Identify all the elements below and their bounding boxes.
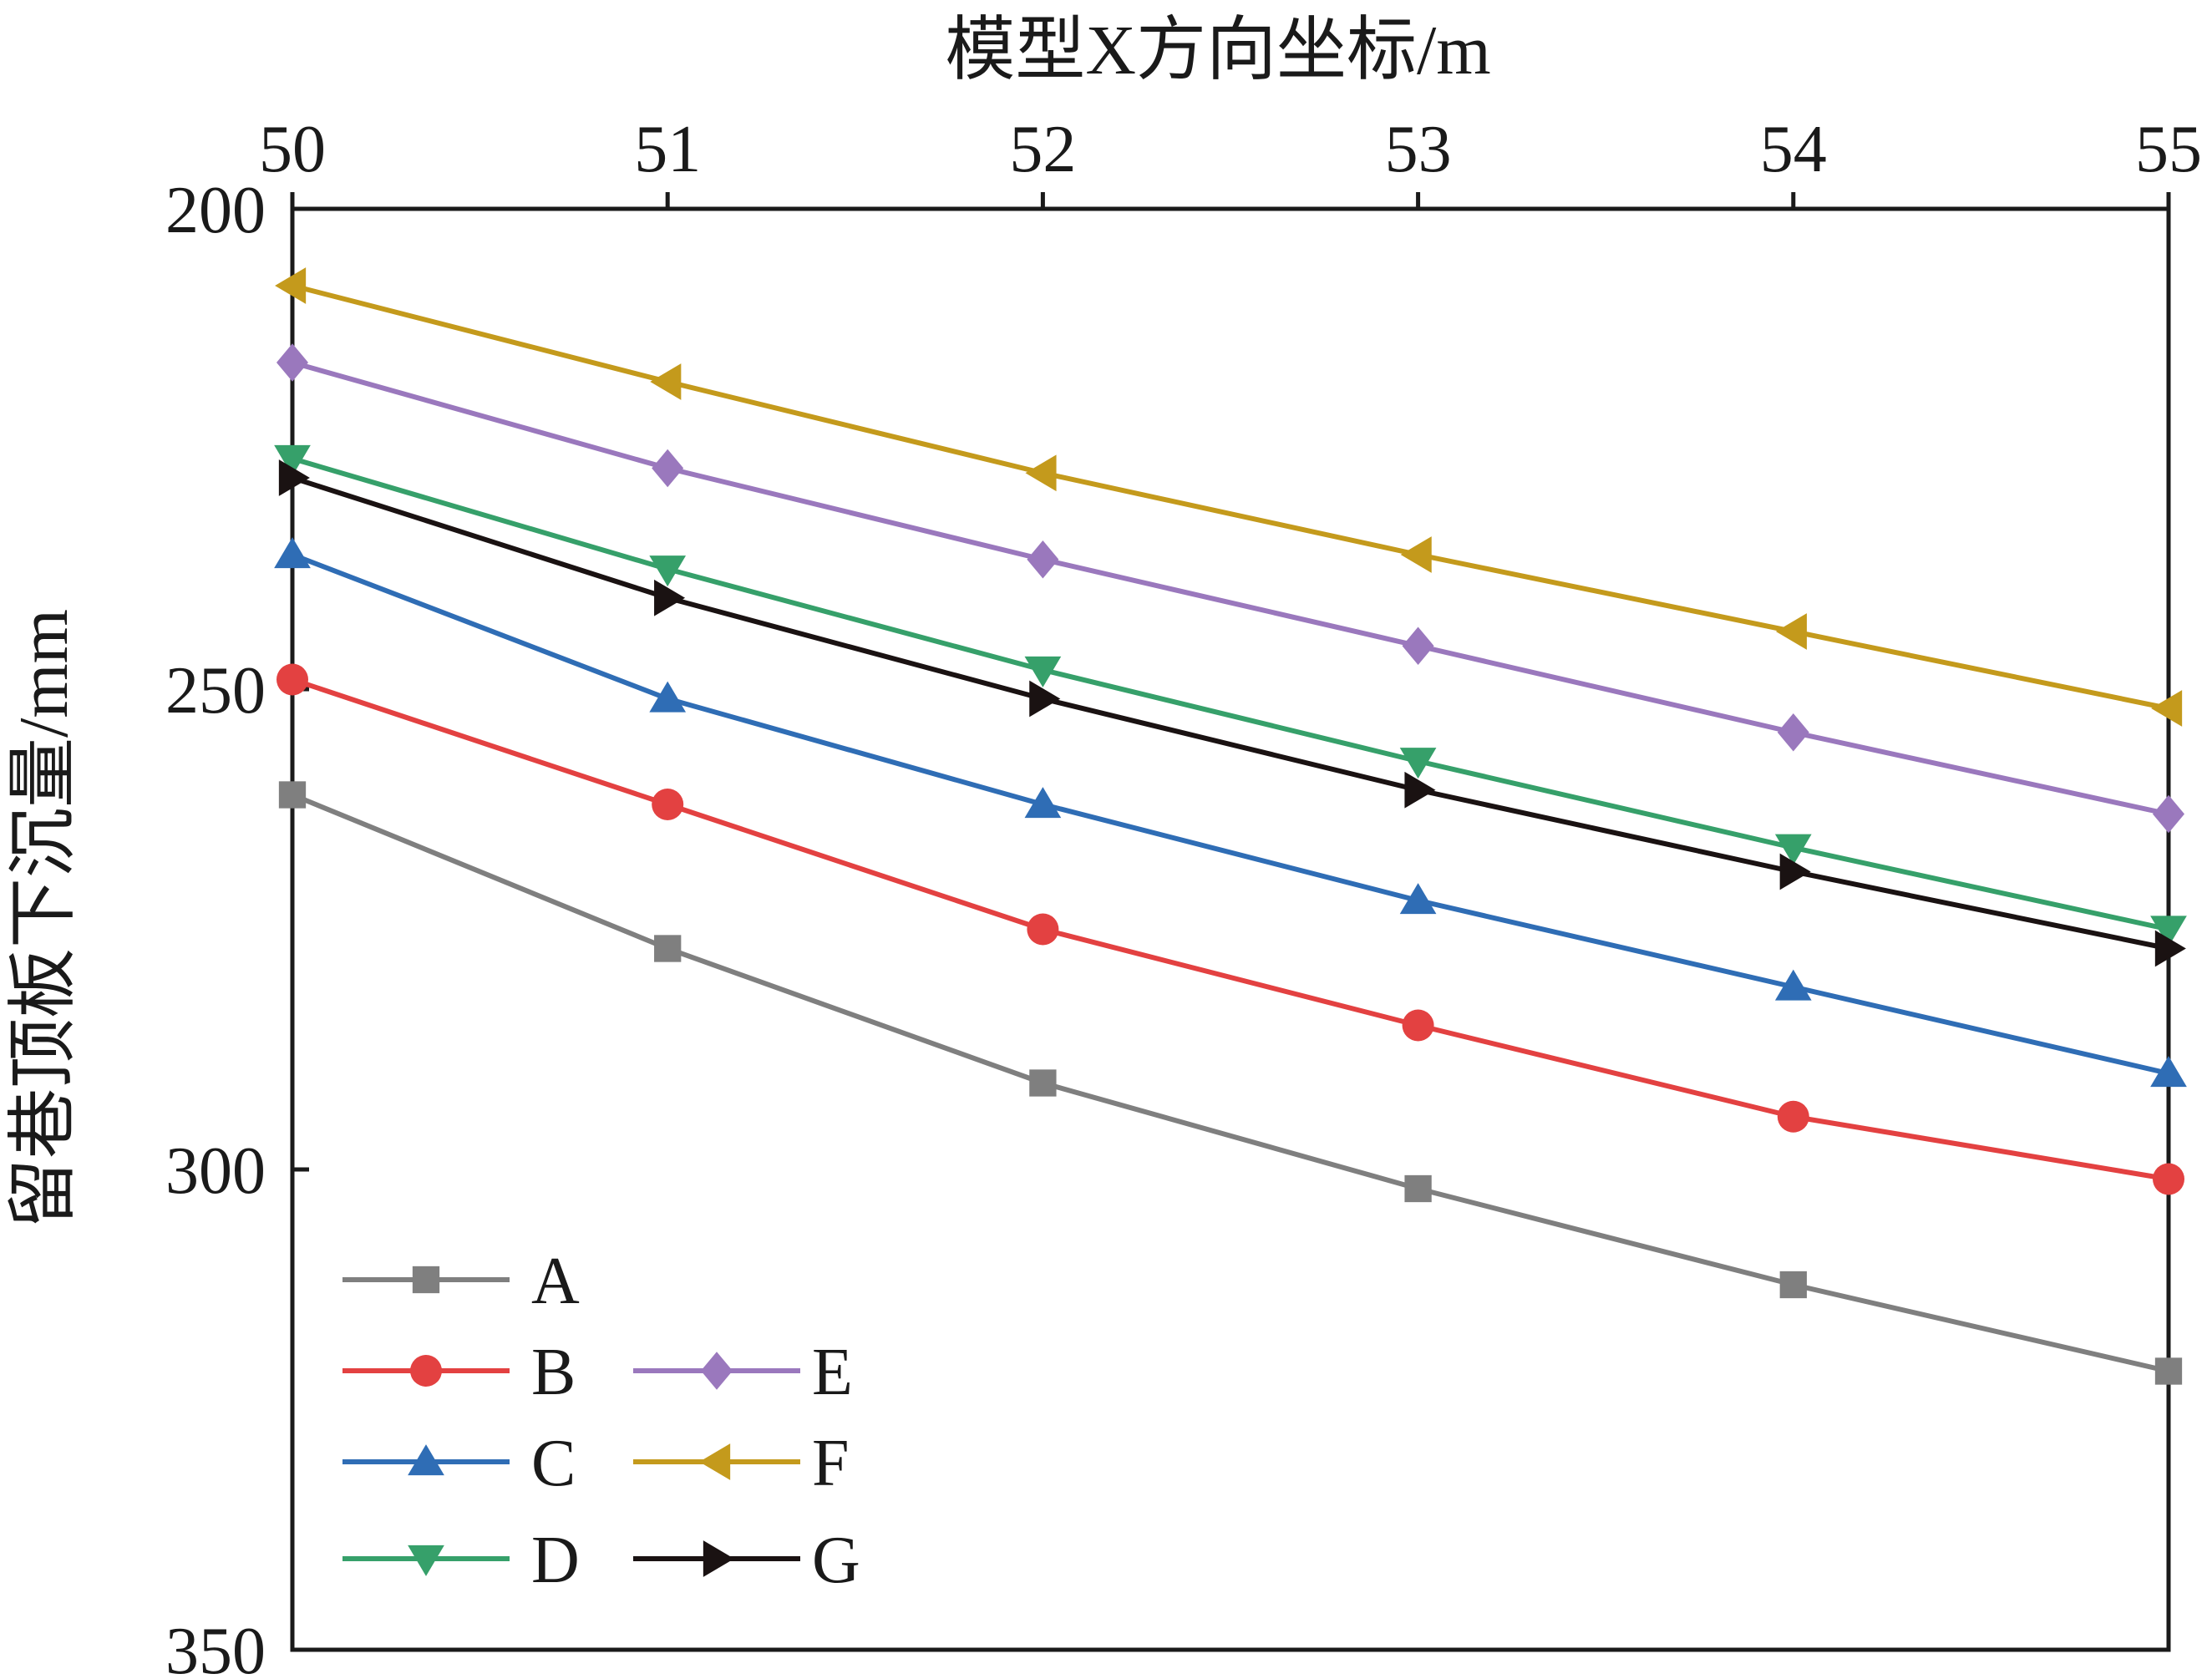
y-axis-ticks: 200 250 300 350 bbox=[165, 174, 309, 1679]
point-E-52 bbox=[1027, 540, 1059, 579]
y-tick-label-250: 250 bbox=[165, 654, 266, 728]
point-C-53 bbox=[1399, 883, 1437, 915]
y-tick-label-300: 300 bbox=[165, 1134, 266, 1208]
point-F-52 bbox=[1025, 454, 1057, 492]
series-line-A bbox=[291, 792, 2169, 1374]
point-E-51 bbox=[652, 449, 684, 488]
legend-label-D: D bbox=[531, 1524, 580, 1597]
point-C-50 bbox=[274, 537, 311, 569]
y-axis-title: 留巷顶板下沉量/mm bbox=[5, 609, 83, 1229]
series-line-C bbox=[291, 552, 2169, 1076]
legend-label-F: F bbox=[812, 1427, 850, 1500]
point-B-55 bbox=[2153, 1163, 2184, 1195]
point-E-50 bbox=[276, 343, 308, 382]
point-B-50 bbox=[276, 663, 308, 696]
series-F bbox=[275, 267, 2183, 727]
legend-marker-B bbox=[410, 1355, 442, 1387]
legend-item-A: A bbox=[342, 1245, 580, 1318]
point-D-51 bbox=[649, 555, 687, 587]
point-F-50 bbox=[275, 267, 307, 304]
y-tick-label-350: 350 bbox=[165, 1615, 266, 1679]
point-B-54 bbox=[1777, 1100, 1809, 1133]
point-A-52 bbox=[1029, 1069, 1057, 1097]
point-C-55 bbox=[2150, 1056, 2187, 1088]
x-axis-ticks: 50 51 52 53 54 55 bbox=[259, 113, 2202, 209]
point-E-54 bbox=[1777, 713, 1809, 752]
point-D-55 bbox=[2150, 916, 2187, 947]
point-C-51 bbox=[649, 681, 687, 713]
legend-item-D: D bbox=[342, 1524, 580, 1597]
point-C-52 bbox=[1024, 787, 1062, 819]
legend-label-E: E bbox=[812, 1336, 853, 1409]
point-F-54 bbox=[1775, 613, 1807, 650]
series-line-G bbox=[292, 475, 2169, 951]
point-F-53 bbox=[1400, 536, 1432, 573]
point-G-51 bbox=[654, 579, 686, 616]
legend-marker-G bbox=[703, 1540, 734, 1577]
series-line-B bbox=[292, 677, 2169, 1182]
x-tick-label-52: 52 bbox=[1009, 113, 1076, 186]
series-C bbox=[274, 537, 2187, 1088]
point-B-53 bbox=[1402, 1009, 1434, 1042]
series-line-F bbox=[292, 283, 2169, 711]
x-tick-label-54: 54 bbox=[1760, 113, 1827, 186]
legend-marker-E bbox=[701, 1352, 733, 1390]
legend-item-C: C bbox=[342, 1427, 576, 1500]
point-D-53 bbox=[1399, 748, 1437, 779]
x-tick-label-50: 50 bbox=[259, 113, 326, 186]
point-A-51 bbox=[654, 935, 682, 962]
legend-label-B: B bbox=[531, 1336, 576, 1409]
legend-item-F: F bbox=[633, 1427, 850, 1500]
point-G-53 bbox=[1404, 771, 1436, 809]
point-D-54 bbox=[1774, 834, 1812, 865]
legend-marker-A bbox=[412, 1266, 440, 1294]
point-G-55 bbox=[2154, 930, 2186, 967]
legend-item-G: G bbox=[633, 1524, 860, 1597]
point-B-52 bbox=[1027, 913, 1059, 946]
point-B-51 bbox=[652, 789, 684, 820]
series-G bbox=[278, 459, 2186, 967]
series-line-D bbox=[292, 456, 2169, 932]
point-A-53 bbox=[1404, 1174, 1432, 1203]
point-G-50 bbox=[278, 459, 310, 496]
series-D bbox=[274, 444, 2187, 947]
y-tick-label-200: 200 bbox=[165, 174, 266, 247]
point-F-51 bbox=[650, 363, 682, 400]
x-tick-label-55: 55 bbox=[2135, 113, 2202, 186]
point-D-52 bbox=[1024, 656, 1062, 687]
legend-marker-D bbox=[408, 1545, 444, 1576]
legend-item-E: E bbox=[633, 1336, 853, 1409]
point-G-52 bbox=[1029, 680, 1061, 718]
series-line-E bbox=[292, 360, 2169, 817]
legend-label-G: G bbox=[812, 1524, 860, 1597]
point-A-50 bbox=[278, 781, 307, 809]
point-F-55 bbox=[2151, 690, 2183, 727]
series-layer bbox=[274, 267, 2187, 1385]
legend-label-A: A bbox=[531, 1245, 580, 1318]
x-tick-label-51: 51 bbox=[634, 113, 701, 186]
legend-marker-F bbox=[699, 1443, 731, 1480]
point-G-54 bbox=[1779, 853, 1811, 890]
x-axis-title: 模型X方向坐标/m bbox=[945, 12, 1490, 89]
x-tick-label-53: 53 bbox=[1385, 113, 1452, 186]
series-B bbox=[276, 663, 2184, 1195]
legend-marker-C bbox=[408, 1444, 444, 1476]
series-E bbox=[276, 343, 2184, 834]
series-A bbox=[278, 781, 2183, 1385]
point-E-55 bbox=[2153, 794, 2184, 834]
point-C-54 bbox=[1774, 969, 1812, 1001]
point-A-54 bbox=[1779, 1271, 1807, 1299]
legend-label-C: C bbox=[531, 1427, 576, 1500]
point-E-53 bbox=[1402, 626, 1434, 666]
point-D-50 bbox=[274, 444, 311, 476]
legend-item-B: B bbox=[342, 1336, 576, 1409]
point-A-55 bbox=[2154, 1357, 2183, 1385]
